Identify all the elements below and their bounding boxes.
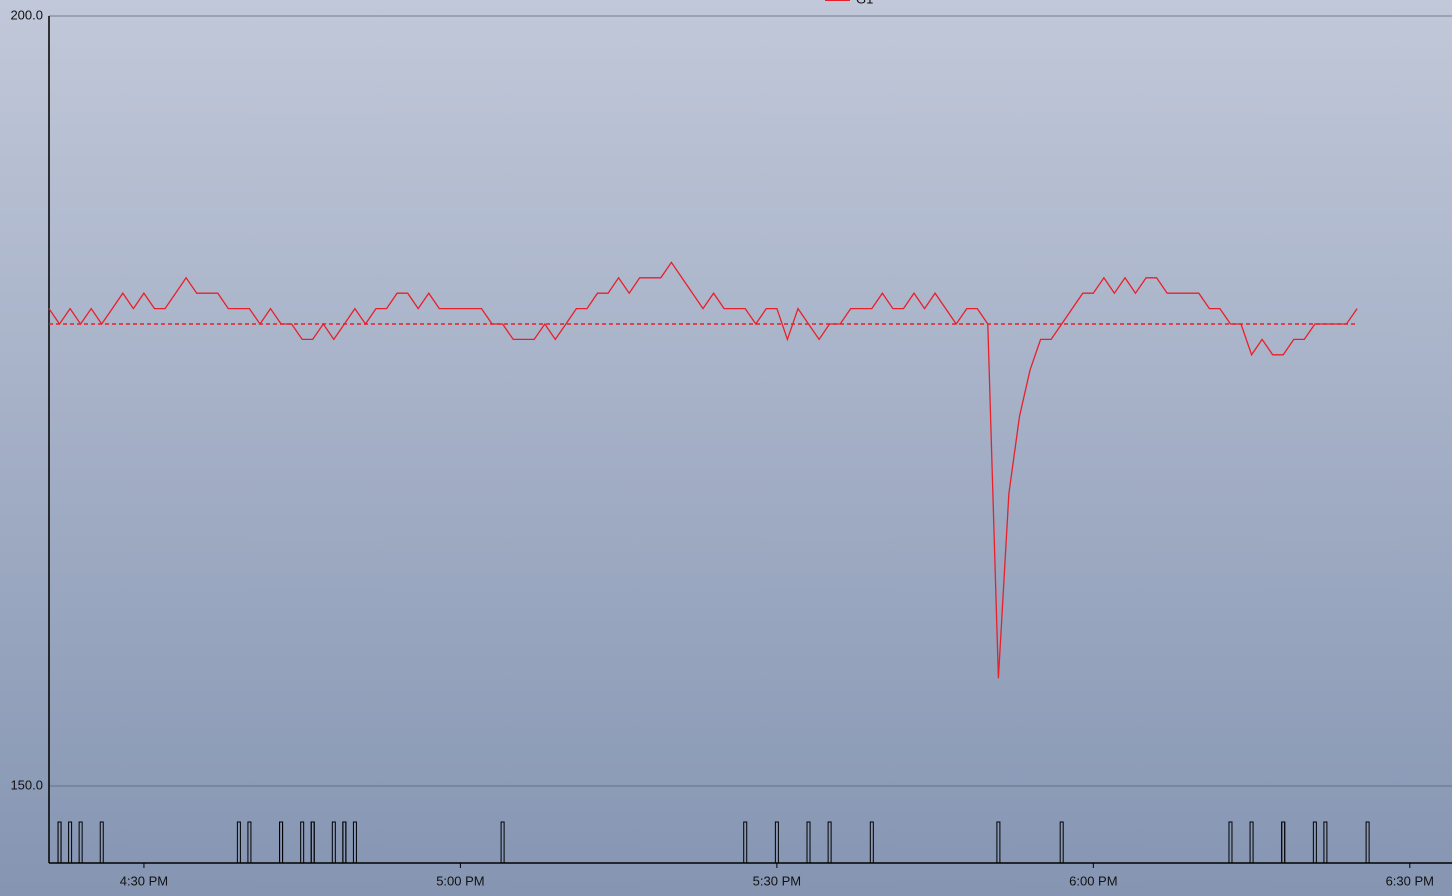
event-marker: [300, 821, 305, 864]
event-marker: [78, 821, 83, 864]
y-tick-label: 200.0: [10, 7, 43, 22]
event-marker: [236, 821, 241, 864]
event-marker: [774, 821, 779, 864]
event-marker: [99, 821, 104, 864]
event-marker: [1281, 821, 1286, 864]
event-marker: [1312, 821, 1317, 864]
event-marker: [279, 821, 284, 864]
event-marker: [247, 821, 252, 864]
event-marker: [827, 821, 832, 864]
event-marker: [68, 821, 73, 864]
x-tick-label: 6:00 PM: [1069, 873, 1117, 888]
event-marker: [996, 821, 1001, 864]
event-marker: [1323, 821, 1328, 864]
event-marker: [342, 821, 347, 864]
event-marker: [806, 821, 811, 864]
event-marker: [1365, 821, 1370, 864]
y-tick-label: 150.0: [10, 777, 43, 792]
event-marker: [869, 821, 874, 864]
event-marker: [331, 821, 336, 864]
x-tick-label: 4:30 PM: [120, 873, 168, 888]
x-tick-label: 5:30 PM: [753, 873, 801, 888]
event-marker: [310, 821, 315, 864]
legend-label: G1: [856, 0, 873, 6]
event-marker: [1059, 821, 1064, 864]
event-marker: [352, 821, 357, 864]
event-marker: [1228, 821, 1233, 864]
event-marker: [1249, 821, 1254, 864]
event-marker: [500, 821, 505, 864]
series-line: [48, 261, 1358, 679]
x-tick-label: 6:30 PM: [1386, 873, 1434, 888]
event-marker: [743, 821, 748, 864]
x-tick-label: 5:00 PM: [436, 873, 484, 888]
event-marker: [57, 821, 62, 864]
